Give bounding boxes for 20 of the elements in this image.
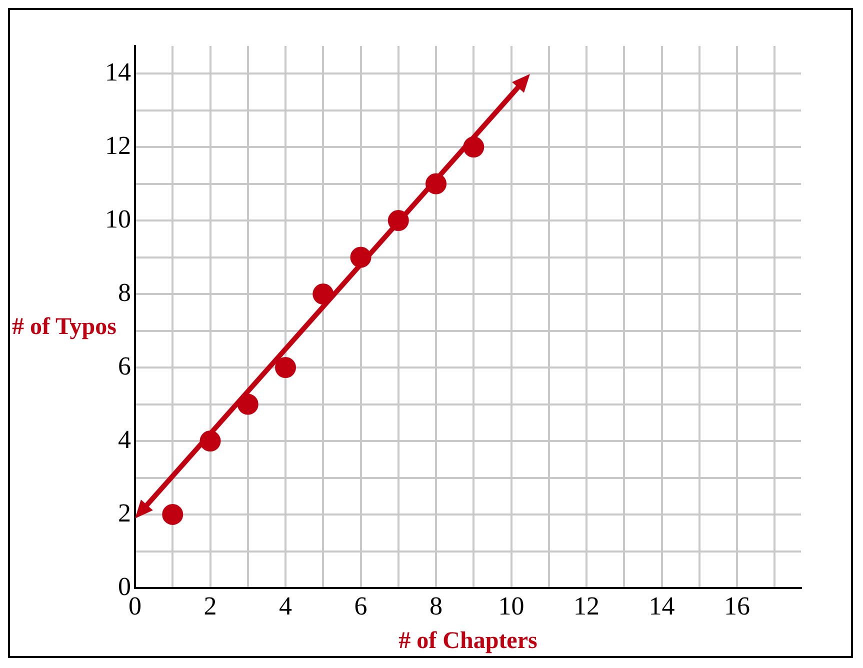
y-axis-title: # of Typos bbox=[12, 314, 116, 340]
x-tick-label: 8 bbox=[430, 591, 443, 620]
y-tick-label: 6 bbox=[118, 351, 131, 380]
x-tick-label: 10 bbox=[498, 591, 524, 620]
point bbox=[162, 504, 184, 526]
y-tick-label: 8 bbox=[118, 278, 131, 307]
x-tick-label: 16 bbox=[724, 591, 750, 620]
y-tick-label: 14 bbox=[105, 57, 131, 86]
x-tick-label: 2 bbox=[204, 591, 217, 620]
y-tick-label: 4 bbox=[118, 424, 131, 454]
y-tick-label: 12 bbox=[105, 130, 131, 160]
y-tick-label: 0 bbox=[118, 572, 131, 601]
x-tick-label: 6 bbox=[354, 591, 368, 620]
x-tick-label: 4 bbox=[279, 591, 292, 620]
x-tick-label: 12 bbox=[574, 591, 600, 620]
x-tick-label: 14 bbox=[648, 591, 675, 620]
point bbox=[275, 357, 296, 378]
y-tick-label: 2 bbox=[118, 498, 131, 528]
y-tick-label: 10 bbox=[105, 204, 131, 234]
x-axis-title: # of Chapters bbox=[398, 628, 538, 654]
